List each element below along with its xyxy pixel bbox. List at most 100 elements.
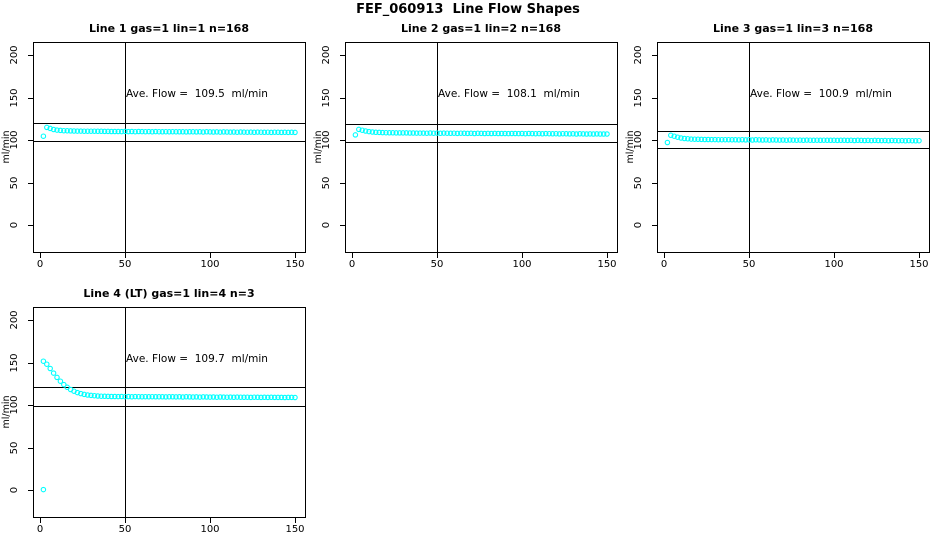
data-point	[678, 135, 684, 141]
data-point	[101, 393, 108, 400]
data-point	[78, 390, 84, 397]
data-point	[420, 130, 427, 136]
data-point	[899, 137, 905, 144]
data-point	[108, 393, 115, 400]
plot-area	[28, 42, 306, 258]
data-point	[129, 128, 135, 135]
plot-box	[33, 42, 306, 253]
y-tick-label: 0	[633, 221, 644, 229]
plot-box	[657, 42, 930, 253]
x-tick-label: 50	[430, 259, 444, 270]
data-point	[780, 137, 786, 143]
data-point	[152, 394, 159, 400]
data-point	[95, 393, 101, 399]
data-point	[169, 394, 176, 400]
data-point	[834, 137, 841, 144]
data-point	[207, 394, 213, 400]
data-point	[183, 129, 189, 135]
data-point	[193, 129, 200, 135]
data-point	[71, 128, 77, 134]
data-point	[190, 394, 196, 400]
data-point	[868, 137, 875, 144]
y-tick-label: 200	[9, 45, 20, 65]
data-point	[410, 130, 416, 136]
data-point	[135, 128, 142, 135]
data-point	[112, 393, 118, 400]
data-point	[577, 131, 583, 137]
data-point	[461, 130, 467, 137]
data-point	[424, 130, 430, 136]
data-point	[64, 128, 70, 134]
data-point	[393, 130, 399, 136]
data-point	[674, 134, 681, 140]
data-point	[224, 129, 230, 135]
data-point	[173, 394, 179, 400]
data-point	[356, 126, 362, 133]
y-tick-label: 200	[321, 45, 332, 65]
data-point	[536, 130, 542, 137]
data-point	[766, 137, 773, 143]
data-point	[84, 392, 91, 398]
data-point	[44, 124, 50, 131]
x-tick-label: 150	[909, 259, 929, 270]
x-tick-label: 0	[36, 524, 44, 535]
plot-area	[28, 307, 306, 523]
subplot-title: Line 3 gas=1 lin=3 n=168	[712, 22, 873, 35]
data-point	[91, 128, 98, 134]
data-point	[234, 394, 240, 400]
data-point	[88, 128, 94, 134]
y-tick-label: 200	[633, 45, 644, 65]
data-point	[546, 130, 552, 137]
data-point	[98, 128, 104, 135]
data-point	[248, 394, 254, 401]
x-tick-label: 100	[512, 259, 532, 270]
data-point	[169, 128, 176, 135]
data-point	[400, 130, 406, 136]
data-point	[390, 130, 396, 136]
data-point	[156, 394, 162, 400]
data-point	[427, 130, 433, 136]
data-point	[231, 129, 237, 135]
data-point	[241, 129, 247, 135]
data-point	[231, 394, 237, 401]
data-point	[529, 130, 535, 137]
data-point	[275, 129, 281, 136]
axis-ticks	[652, 55, 920, 258]
data-point	[594, 131, 600, 137]
data-point	[580, 131, 586, 137]
data-point	[197, 394, 203, 400]
data-point	[142, 128, 149, 135]
data-point	[278, 394, 285, 401]
data-point	[115, 393, 121, 400]
data-point	[61, 381, 67, 388]
data-point	[352, 132, 359, 138]
data-point	[176, 129, 183, 135]
data-point	[403, 130, 410, 136]
data-point	[563, 131, 569, 137]
data-point	[502, 130, 508, 137]
data-point	[685, 136, 691, 142]
data-point	[505, 130, 512, 137]
plot-box	[345, 42, 618, 253]
reference-lines	[33, 42, 306, 253]
data-point	[386, 130, 393, 136]
data-point	[471, 130, 478, 137]
data-point	[288, 394, 295, 401]
data-point	[362, 128, 369, 134]
axis-ticks	[28, 320, 296, 523]
plot-area	[340, 42, 618, 258]
data-point	[108, 128, 115, 135]
data-point	[254, 394, 261, 401]
data-point	[132, 128, 138, 135]
data-point	[719, 136, 725, 143]
flow-subplot: Line 3 gas=1 lin=3 n=168 Ave. Flow = 100…	[624, 22, 936, 274]
data-point	[200, 394, 206, 400]
flow-subplot: Line 2 gas=1 lin=2 n=168 Ave. Flow = 108…	[312, 22, 624, 274]
data-point	[549, 131, 556, 137]
data-point	[746, 137, 752, 143]
data-point	[50, 370, 57, 376]
data-point	[553, 130, 559, 137]
data-point	[200, 129, 206, 135]
data-point	[583, 131, 590, 137]
data-point	[570, 131, 576, 137]
